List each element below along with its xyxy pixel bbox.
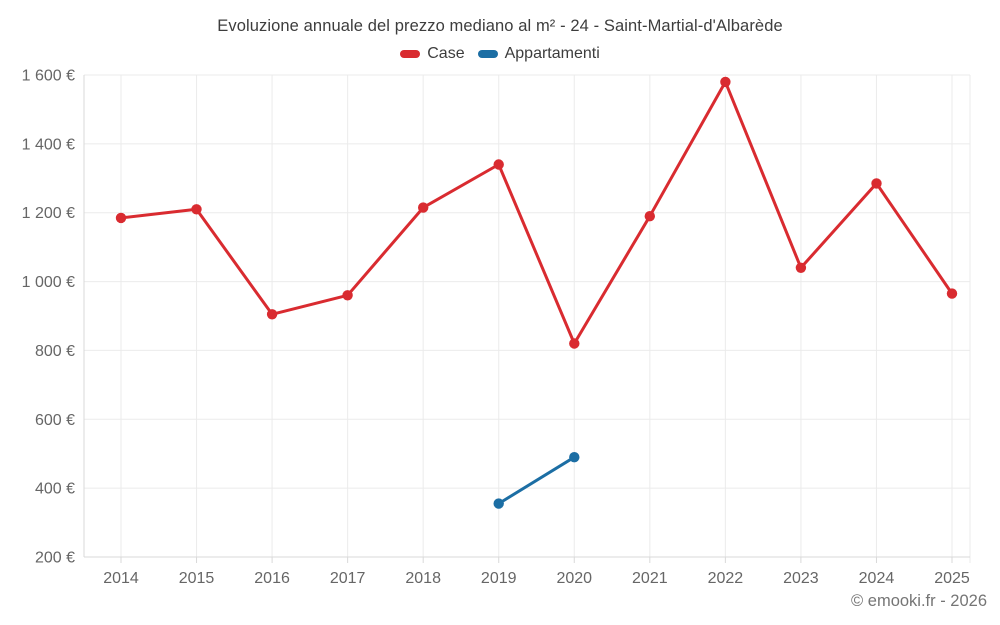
data-point-case-2022[interactable]	[720, 76, 731, 88]
data-point-case-2018[interactable]	[418, 202, 429, 213]
x-axis-label: 2022	[708, 570, 744, 587]
chart-title: Evoluzione annuale del prezzo mediano al…	[217, 17, 783, 35]
x-axis-label: 2015	[179, 570, 215, 587]
y-axis-label: 800 €	[35, 343, 75, 360]
data-point-case-2015[interactable]	[191, 204, 202, 215]
data-point-case-2024[interactable]	[871, 178, 882, 189]
legend-item-appartamenti[interactable]: Appartamenti	[477, 45, 600, 63]
x-axis-label: 2019	[481, 570, 517, 587]
legend-label-case: Case	[427, 45, 465, 62]
y-axis-label: 1 200 €	[22, 205, 75, 222]
y-axis-label: 1 000 €	[22, 274, 75, 291]
x-axis-label: 2016	[254, 570, 290, 587]
x-axis-label: 2025	[934, 570, 970, 587]
data-point-case-2017[interactable]	[342, 290, 353, 301]
x-axis-label: 2017	[330, 570, 366, 587]
legend-label-appartamenti: Appartamenti	[504, 45, 600, 62]
y-axis-label: 600 €	[35, 412, 75, 429]
data-point-case-2020[interactable]	[569, 338, 580, 349]
legend-item-case[interactable]: Case	[400, 45, 465, 63]
data-point-case-2021[interactable]	[644, 211, 655, 222]
data-point-case-2025[interactable]	[946, 288, 958, 299]
legend-swatch-appartamenti-icon	[477, 50, 498, 58]
legend-swatch-case-icon	[400, 50, 421, 58]
x-axis-label: 2023	[783, 570, 819, 587]
x-axis-label: 2021	[632, 570, 668, 587]
x-axis-label: 2014	[103, 570, 139, 587]
y-axis-label: 1 400 €	[22, 136, 75, 153]
series-line-appartamenti	[497, 455, 576, 506]
y-axis-label: 400 €	[35, 481, 75, 498]
data-point-appartamenti-2020[interactable]	[569, 452, 580, 463]
x-axis-label: 2020	[556, 570, 592, 587]
series-line-case	[119, 80, 954, 345]
footer-credit: © emooki.fr - 2026	[851, 592, 987, 610]
y-axis-label: 200 €	[35, 550, 75, 567]
x-axis-label: 2024	[859, 570, 895, 587]
data-point-case-2019[interactable]	[493, 159, 504, 170]
data-point-case-2023[interactable]	[795, 262, 807, 273]
legend: Case Appartamenti	[0, 45, 1000, 63]
x-axis-label: 2018	[405, 570, 441, 587]
y-axis-label: 1 600 €	[22, 68, 75, 85]
data-point-case-2014[interactable]	[115, 212, 127, 224]
data-point-appartamenti-2019[interactable]	[493, 498, 504, 509]
data-point-case-2016[interactable]	[266, 309, 278, 320]
